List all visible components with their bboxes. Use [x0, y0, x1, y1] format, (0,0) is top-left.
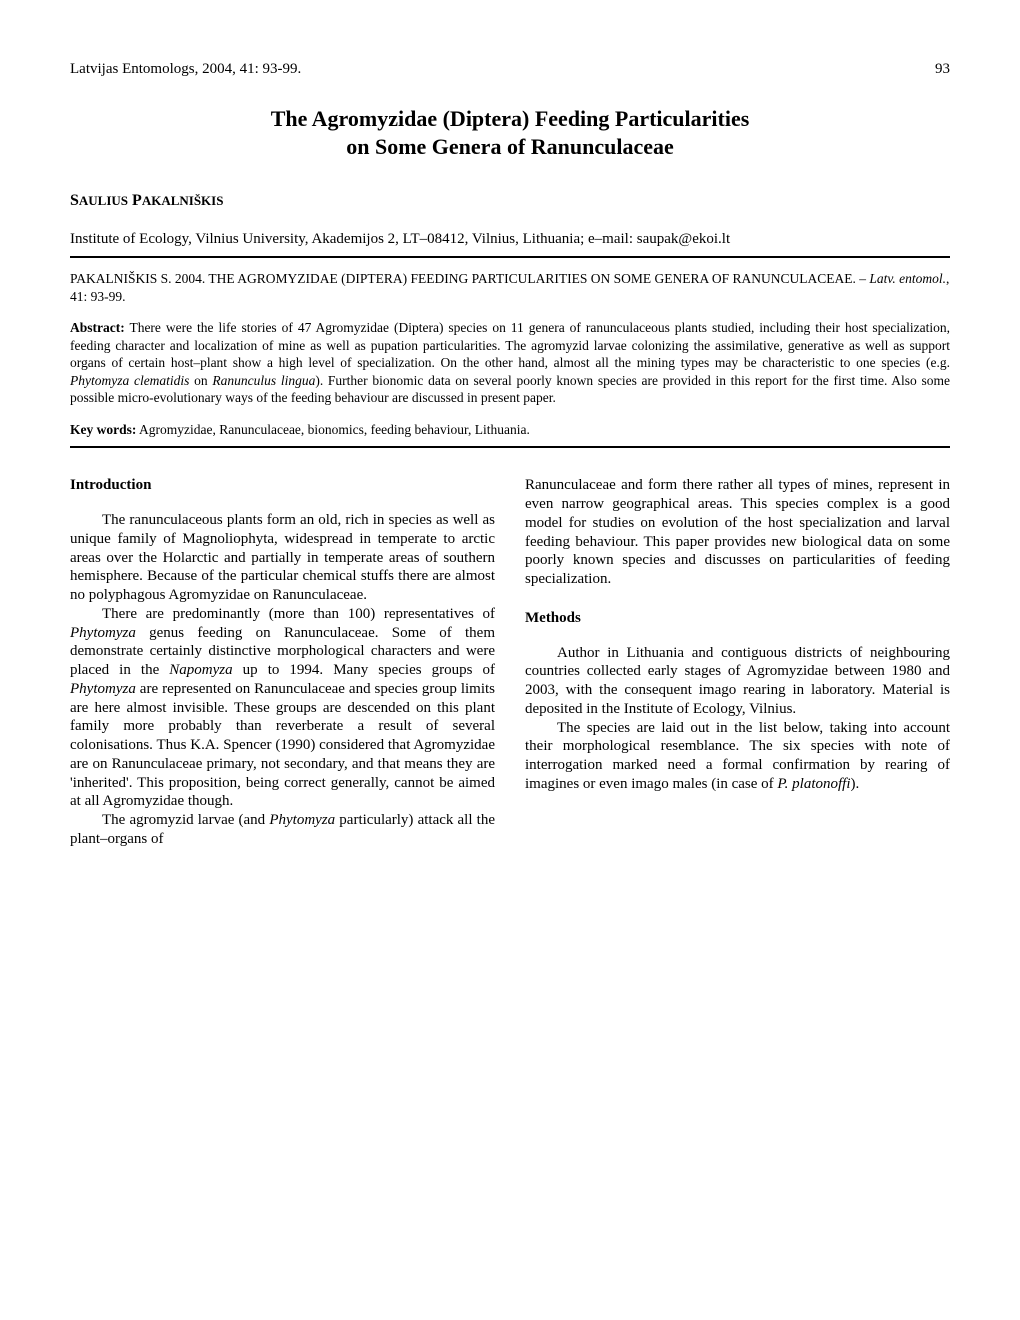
abstract-species-2: Ranunculus lingua: [212, 373, 315, 388]
abstract-species-1: Phytomyza clematidis: [70, 373, 189, 388]
methods-p2-a: The species are laid out in the list bel…: [525, 720, 950, 792]
abstract-block: Abstract: There were the life stories of…: [70, 319, 950, 407]
abstract-text-1: There were the life stories of 47 Agromy…: [70, 320, 950, 370]
right-column: Ranunculaceae and form there rather all …: [525, 476, 950, 848]
page-number: 93: [935, 60, 950, 78]
intro-p2-a: There are predominantly (more than 100) …: [102, 606, 495, 622]
keywords-block: Key words: Agromyzidae, Ranunculaceae, b…: [70, 421, 950, 439]
left-column: Introduction The ranunculaceous plants f…: [70, 476, 495, 848]
divider-top: [70, 256, 950, 258]
intro-p3-a: The agromyzid larvae (and: [102, 812, 269, 828]
abstract-text-2: on: [189, 373, 212, 388]
intro-p2-genus-3: Phytomyza: [70, 681, 136, 697]
author-first-name: SAULIUS PAKALNIŠKIS: [70, 192, 223, 209]
col2-continuation: Ranunculaceae and form there rather all …: [525, 476, 950, 589]
methods-paragraph-1: Author in Lithuania and contiguous distr…: [525, 644, 950, 719]
running-header: Latvijas Entomologs, 2004, 41: 93-99. 93: [70, 60, 950, 78]
intro-paragraph-2: There are predominantly (more than 100) …: [70, 605, 495, 811]
methods-p2-species: P. platonoffi: [777, 776, 850, 792]
author-name: SAULIUS PAKALNIŠKIS: [70, 191, 950, 210]
intro-p2-genus-2: Napomyza: [169, 662, 232, 678]
two-column-body: Introduction The ranunculaceous plants f…: [70, 476, 950, 848]
author-affiliation: Institute of Ecology, Vilnius University…: [70, 230, 950, 248]
abstract-label: Abstract:: [70, 320, 125, 335]
intro-paragraph-1: The ranunculaceous plants form an old, r…: [70, 511, 495, 605]
keywords-text: Agromyzidae, Ranunculaceae, bionomics, f…: [136, 422, 529, 437]
paper-title-line2: on Some Genera of Ranunculaceae: [70, 134, 950, 160]
intro-p2-c: up to 1994. Many species groups of: [233, 662, 495, 678]
divider-bottom: [70, 446, 950, 448]
intro-p2-d: are represented on Ranunculaceae and spe…: [70, 681, 495, 810]
journal-citation: Latvijas Entomologs, 2004, 41: 93-99.: [70, 60, 301, 78]
intro-p3-genus-1: Phytomyza: [269, 812, 335, 828]
paper-title-line1: The Agromyzidae (Diptera) Feeding Partic…: [70, 106, 950, 132]
citation-journal-italic: Latv. entomol.: [869, 271, 946, 286]
intro-p2-genus-1: Phytomyza: [70, 625, 136, 641]
introduction-heading: Introduction: [70, 476, 495, 495]
intro-paragraph-3: The agromyzid larvae (and Phytomyza part…: [70, 811, 495, 849]
citation-text-1: PAKALNIŠKIS S. 2004. THE AGROMYZIDAE (DI…: [70, 271, 869, 286]
citation-block: PAKALNIŠKIS S. 2004. THE AGROMYZIDAE (DI…: [70, 270, 950, 305]
methods-paragraph-2: The species are laid out in the list bel…: [525, 719, 950, 794]
methods-p2-b: ).: [851, 776, 860, 792]
methods-heading: Methods: [525, 609, 950, 628]
keywords-label: Key words:: [70, 422, 136, 437]
